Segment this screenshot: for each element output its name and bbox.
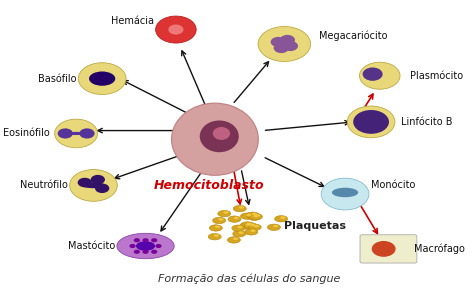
- Text: Eosinófilo: Eosinófilo: [3, 128, 50, 138]
- Circle shape: [283, 41, 298, 51]
- Ellipse shape: [240, 223, 253, 229]
- Circle shape: [321, 178, 369, 210]
- Ellipse shape: [248, 224, 261, 230]
- Circle shape: [155, 244, 162, 248]
- Ellipse shape: [267, 224, 281, 231]
- Ellipse shape: [252, 213, 257, 215]
- Ellipse shape: [238, 231, 244, 234]
- Ellipse shape: [210, 225, 222, 231]
- Ellipse shape: [213, 217, 226, 224]
- Circle shape: [353, 110, 389, 134]
- Ellipse shape: [249, 213, 263, 220]
- Ellipse shape: [237, 226, 243, 228]
- Ellipse shape: [214, 234, 219, 237]
- Ellipse shape: [273, 225, 278, 227]
- Ellipse shape: [245, 229, 258, 235]
- Circle shape: [363, 68, 383, 81]
- Ellipse shape: [241, 222, 254, 228]
- Circle shape: [78, 63, 126, 95]
- Circle shape: [151, 250, 157, 254]
- Text: Formação das células do sangue: Formação das células do sangue: [158, 273, 341, 284]
- Ellipse shape: [117, 233, 174, 259]
- FancyBboxPatch shape: [360, 235, 417, 263]
- Ellipse shape: [136, 241, 155, 251]
- Circle shape: [55, 119, 98, 148]
- Text: Megacariócito: Megacariócito: [319, 30, 388, 41]
- Ellipse shape: [254, 225, 259, 227]
- Circle shape: [134, 250, 140, 254]
- Circle shape: [258, 26, 310, 61]
- Text: Plasmócito: Plasmócito: [410, 71, 463, 81]
- Ellipse shape: [223, 211, 228, 214]
- Ellipse shape: [215, 226, 220, 228]
- Ellipse shape: [246, 223, 251, 226]
- Ellipse shape: [213, 127, 230, 140]
- Circle shape: [273, 43, 289, 53]
- Circle shape: [359, 62, 400, 89]
- Ellipse shape: [208, 233, 221, 240]
- Circle shape: [280, 35, 295, 45]
- Circle shape: [95, 184, 109, 193]
- Ellipse shape: [244, 223, 257, 229]
- Ellipse shape: [172, 103, 258, 175]
- Text: Plaquetas: Plaquetas: [284, 221, 346, 231]
- Circle shape: [58, 128, 73, 139]
- Ellipse shape: [234, 217, 239, 219]
- Circle shape: [151, 238, 157, 242]
- Circle shape: [129, 244, 136, 248]
- Ellipse shape: [255, 214, 260, 217]
- Circle shape: [134, 238, 140, 242]
- Text: Linfócito B: Linfócito B: [401, 117, 453, 127]
- Text: Mastócito: Mastócito: [68, 241, 115, 251]
- Ellipse shape: [250, 229, 255, 232]
- Circle shape: [168, 24, 183, 35]
- Text: Basófilo: Basófilo: [37, 74, 76, 84]
- Circle shape: [78, 178, 92, 187]
- Circle shape: [91, 175, 105, 184]
- Ellipse shape: [228, 237, 240, 243]
- Circle shape: [155, 16, 196, 43]
- Ellipse shape: [218, 218, 223, 221]
- Text: Hemácia: Hemácia: [111, 16, 154, 26]
- Circle shape: [142, 238, 149, 242]
- Ellipse shape: [254, 215, 259, 218]
- Ellipse shape: [233, 231, 246, 237]
- Text: Hemocitoblasto: Hemocitoblasto: [154, 179, 265, 192]
- Ellipse shape: [240, 213, 254, 219]
- Text: Monócito: Monócito: [371, 180, 415, 191]
- Ellipse shape: [82, 183, 105, 188]
- Circle shape: [271, 37, 286, 47]
- Circle shape: [70, 170, 118, 201]
- Ellipse shape: [250, 224, 255, 226]
- Circle shape: [372, 241, 396, 257]
- Ellipse shape: [280, 216, 285, 219]
- Ellipse shape: [232, 225, 245, 231]
- Ellipse shape: [246, 222, 252, 225]
- Circle shape: [277, 39, 292, 49]
- Ellipse shape: [246, 214, 251, 216]
- Ellipse shape: [218, 211, 231, 217]
- Circle shape: [142, 250, 149, 254]
- Circle shape: [347, 106, 395, 138]
- Circle shape: [79, 128, 95, 139]
- Ellipse shape: [89, 71, 115, 86]
- Ellipse shape: [239, 206, 244, 209]
- Text: Neutrófilo: Neutrófilo: [19, 180, 67, 191]
- Ellipse shape: [200, 120, 239, 152]
- Ellipse shape: [246, 212, 259, 218]
- Ellipse shape: [332, 188, 358, 197]
- Ellipse shape: [65, 132, 87, 135]
- Ellipse shape: [233, 238, 238, 240]
- Ellipse shape: [248, 214, 261, 220]
- Ellipse shape: [228, 216, 241, 222]
- Ellipse shape: [274, 216, 288, 222]
- Text: Macrófago: Macrófago: [414, 244, 465, 254]
- Ellipse shape: [233, 205, 246, 212]
